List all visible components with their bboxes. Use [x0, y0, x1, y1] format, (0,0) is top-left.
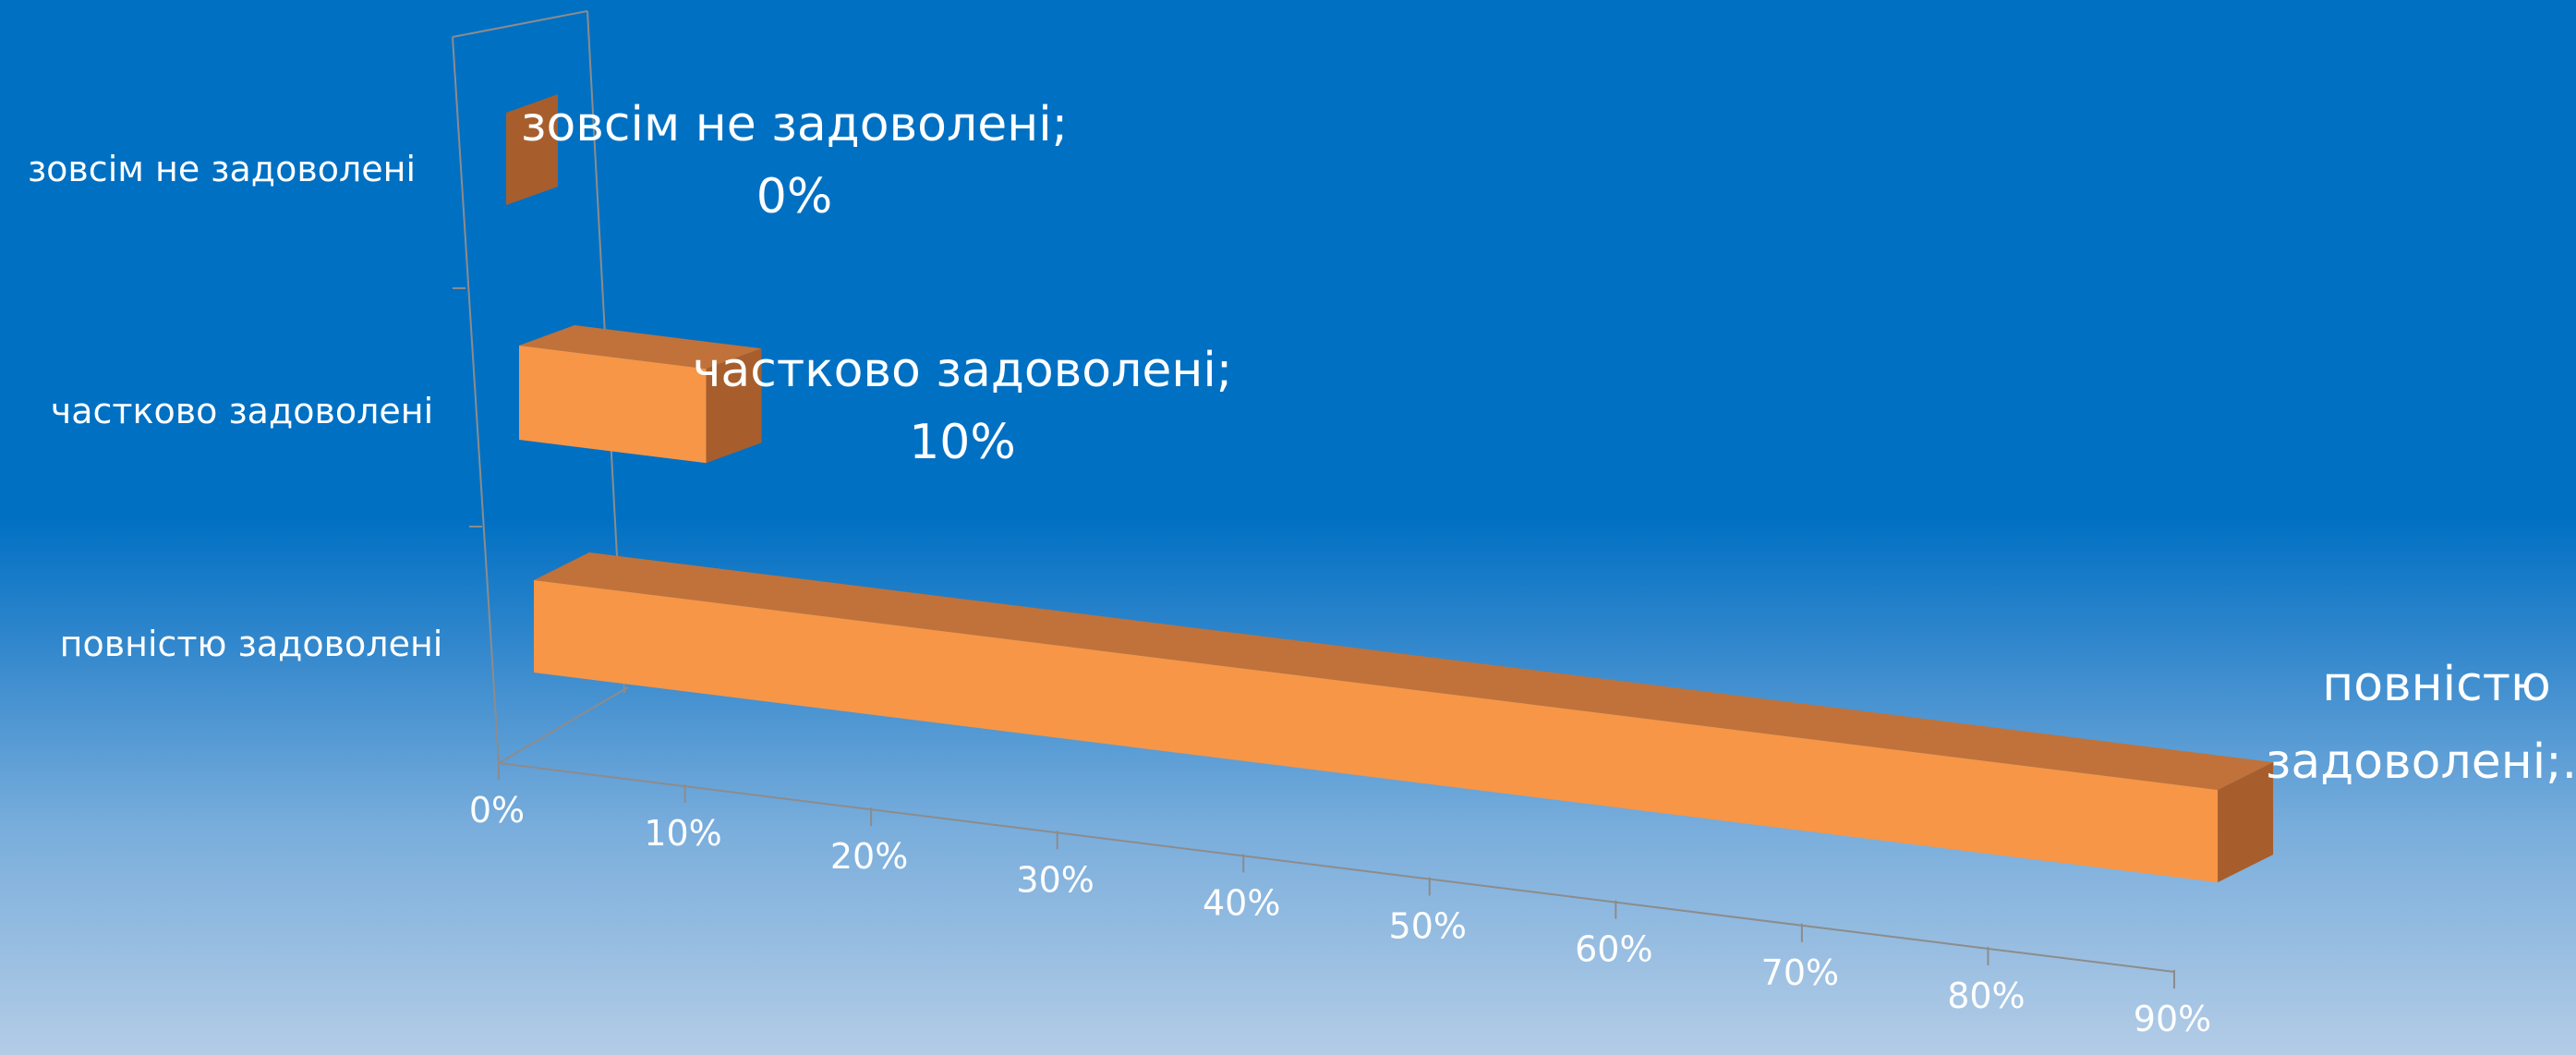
top-wall-edge: [452, 10, 588, 38]
x-tick-label: 90%: [2134, 999, 2211, 1039]
bar-2: [506, 94, 558, 205]
bar-front-face: [519, 346, 707, 464]
data-label-line: 0%: [756, 169, 833, 224]
bars: [506, 94, 2274, 883]
x-tick-label: 60%: [1575, 929, 1652, 970]
x-axis-ticks: 0% 10% 20% 30% 40% 50% 60% 70% 80% 90%: [469, 761, 2211, 1039]
category-axis-labels: повністю задоволені частково задоволені зо…: [28, 149, 442, 664]
x-tick-label: 80%: [1947, 976, 2025, 1016]
bar-side-face: [2218, 762, 2274, 883]
floor-edge: [498, 686, 629, 764]
bar-0: [534, 552, 2274, 883]
data-label-line: повністю: [2322, 657, 2551, 712]
bar-top-face: [534, 552, 2274, 791]
x-tick-label: 40%: [1203, 882, 1280, 923]
x-tick-label: 20%: [830, 836, 908, 877]
data-label: частково задоволені; 10%: [693, 343, 1233, 470]
category-label: зовсім не задоволені: [28, 149, 416, 189]
data-label: зовсім не задоволені; 0%: [521, 97, 1068, 224]
data-labels: повністю задоволені;... частково задоволен…: [521, 97, 2576, 790]
category-label: повністю задоволені: [60, 624, 443, 664]
x-axis-line: [498, 762, 2175, 973]
data-label: повністю задоволені;...: [2266, 657, 2576, 790]
left-wall-edge: [452, 36, 500, 764]
x-tick-label: 70%: [1761, 952, 1839, 993]
x-axis: [498, 762, 2175, 973]
x-tick-label: 50%: [1389, 906, 1467, 947]
data-label-line: частково задоволені;: [693, 343, 1233, 398]
x-tick-label: 10%: [644, 813, 721, 854]
data-label-line: 10%: [909, 415, 1016, 470]
bar-front-face: [534, 580, 2219, 883]
x-tick-label: 0%: [469, 790, 525, 831]
bar-side-face: [706, 348, 762, 464]
data-label-line: задоволені;...: [2266, 734, 2576, 790]
x-tick-label: 30%: [1016, 859, 1094, 900]
bar-1: [519, 325, 762, 464]
bar-side-face: [506, 94, 558, 205]
category-label: частково задоволені: [51, 391, 433, 431]
data-label-line: зовсім не задоволені;: [521, 97, 1068, 152]
bar-top-face: [519, 325, 762, 370]
